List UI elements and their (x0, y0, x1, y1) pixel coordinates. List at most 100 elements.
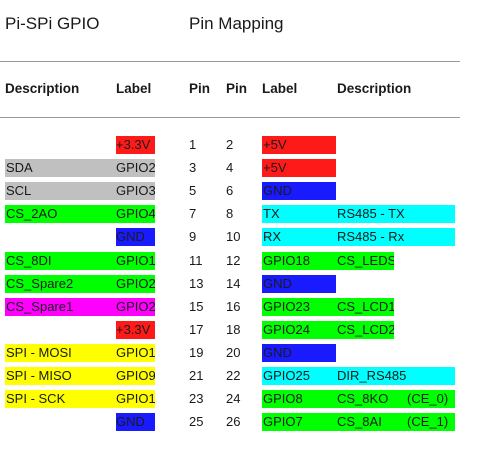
title-pi-spi-gpio: Pi-SPi GPIO (5, 14, 100, 33)
pin-number-even: 4 (226, 160, 234, 176)
description-right (336, 182, 420, 201)
gpio-label-right: GPIO18 (262, 251, 336, 270)
description-left (5, 320, 116, 339)
pin-number-odd: 11 (189, 252, 203, 268)
header-label-left: Label (116, 81, 152, 96)
gpio-label-left: GND (116, 413, 155, 432)
gpio-label-left: GPIO9 (116, 367, 155, 385)
pin-number-even: 18 (226, 321, 241, 337)
description-right: CS_8KO (336, 390, 406, 409)
pin-number-odd: 19 (189, 344, 204, 360)
description-right: CS_8AI (336, 413, 406, 432)
pin-number-even: 10 (226, 229, 241, 245)
header-pin-right: Pin (226, 81, 248, 96)
gpio-label-left: +3.3V (116, 320, 155, 339)
gpio-label-right: GPIO8 (262, 390, 336, 409)
chip-enable-note: (CE_0) (406, 390, 455, 409)
gpio-label-left: GPIO10 (116, 343, 155, 362)
description-left (5, 136, 116, 154)
pin-number-odd: 3 (189, 160, 197, 176)
description-right: CS_LCD1 (336, 297, 394, 316)
description-right (336, 136, 420, 154)
pin-row: CS_Spare2GPIO27 13 14 GND (0, 274, 480, 295)
pin-row: SCL GPIO3 5 6 GND (0, 181, 480, 202)
pin-row: SDA GPIO2 3 4 +5V (0, 158, 480, 179)
description-right: CS_LEDS (336, 251, 394, 270)
header-label-right: Label (262, 81, 298, 96)
description-left: SPI - MISO (5, 367, 116, 385)
pin-row: SPI - MISO GPIO9 21 22 GPIO25 DIR_RS485 (0, 366, 480, 387)
gpio-label-left: GPIO3 (116, 182, 155, 201)
description-left: CS_8DI (5, 251, 116, 270)
pin-number-even: 26 (226, 414, 241, 430)
description-left (5, 228, 116, 247)
pin-number-even: 22 (226, 368, 241, 383)
pin-number-odd: 17 (189, 321, 204, 337)
gpio-label-right: +5V (262, 136, 336, 154)
gpio-label-right: RX (262, 228, 336, 247)
gpio-label-right: GND (262, 274, 336, 293)
description-right: DIR_RS485 (336, 367, 455, 385)
description-right: RS485 - TX (336, 205, 455, 224)
gpio-label-left: GPIO22 (116, 297, 155, 316)
gpio-label-right: GPIO23 (262, 297, 336, 316)
gpio-label-left: GND (116, 228, 155, 247)
pin-row: +3.3V 17 18 GPIO24 CS_LCD2 (0, 320, 480, 341)
pin-row: GND 9 10 RX RS485 - Rx (0, 227, 480, 248)
header-description-left: Description (5, 81, 80, 96)
pin-number-odd: 25 (189, 414, 204, 430)
pin-number-even: 16 (226, 298, 241, 314)
pin-number-even: 20 (226, 344, 241, 360)
pin-number-odd: 7 (189, 206, 197, 222)
description-left: SDA (5, 159, 116, 178)
pin-number-even: 24 (226, 391, 241, 407)
pin-number-odd: 13 (189, 275, 204, 291)
description-right (336, 274, 420, 293)
description-left: CS_2AO (5, 205, 116, 224)
header-description-right: Description (337, 81, 412, 96)
gpio-label-left: GPIO17 (116, 251, 155, 270)
pin-row: GND 25 26 GPIO7 CS_8AI (CE_1) (0, 412, 480, 433)
gpio-label-right: GPIO7 (262, 413, 336, 432)
gpio-label-right: GPIO24 (262, 320, 336, 339)
divider-header (0, 117, 460, 118)
description-left: CS_Spare2 (5, 274, 116, 293)
chip-enable-note: (CE_1) (406, 413, 455, 432)
gpio-label-left: +3.3V (116, 136, 155, 154)
gpio-label-right: GPIO25 (262, 367, 336, 385)
gpio-label-left: GPIO4 (116, 205, 155, 224)
gpio-label-right: TX (262, 205, 336, 224)
gpio-label-left: GPIO27 (116, 274, 155, 293)
pin-row: +3.3V 1 2 +5V (0, 135, 480, 156)
pin-number-odd: 5 (189, 183, 197, 199)
pin-number-even: 6 (226, 183, 234, 199)
description-left (5, 413, 116, 432)
header-pin-left: Pin (189, 81, 211, 96)
pin-row: CS_2AO GPIO4 7 8 TX RS485 - TX (0, 204, 480, 225)
description-left: CS_Spare1 (5, 297, 116, 316)
pin-number-odd: 1 (189, 137, 197, 152)
description-left: SCL (5, 182, 116, 201)
pin-number-odd: 23 (189, 391, 204, 407)
description-left: SPI - MOSI (5, 343, 116, 362)
pin-row: SPI - MOSIGPIO10 19 20 GND (0, 343, 480, 364)
divider-top (0, 61, 460, 62)
gpio-label-left: GPIO2 (116, 159, 155, 178)
pin-number-odd: 21 (189, 368, 204, 383)
gpio-label-right: +5V (262, 159, 336, 178)
pin-number-even: 14 (226, 275, 241, 291)
description-right: CS_LCD2 (336, 320, 394, 339)
gpio-label-right: GND (262, 343, 336, 362)
description-right (336, 343, 420, 362)
gpio-label-right: GND (262, 182, 336, 201)
pin-number-even: 12 (226, 252, 241, 268)
pin-number-even: 8 (226, 206, 234, 222)
description-right (336, 159, 420, 178)
title-pin-mapping: Pin Mapping (189, 14, 284, 33)
pin-number-even: 2 (226, 137, 234, 152)
pin-number-odd: 9 (189, 229, 197, 245)
